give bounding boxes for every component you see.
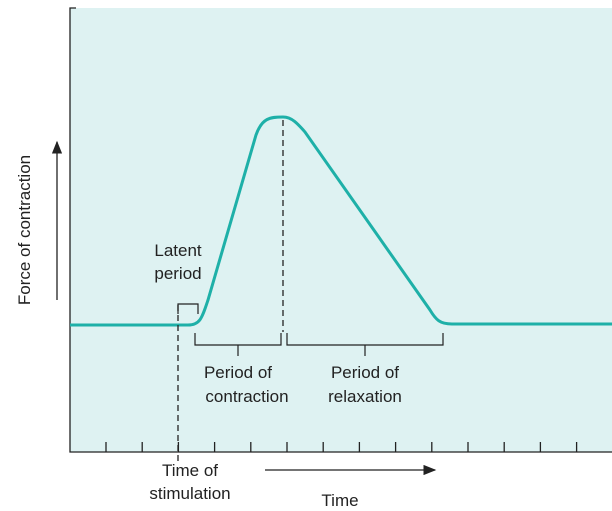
latent-label: Latent <box>154 241 202 260</box>
axes <box>69 7 612 453</box>
time-ticks <box>105 442 578 452</box>
contraction-label: contraction <box>205 387 288 406</box>
latent-label: period <box>154 264 201 283</box>
stimulation-label: Time of <box>162 461 218 480</box>
x-axis-label: Time <box>321 491 358 510</box>
relaxation-label: relaxation <box>328 387 402 406</box>
contraction-bracket <box>194 333 282 356</box>
twitch-curve <box>70 115 612 327</box>
stimulation-label: stimulation <box>149 484 230 503</box>
y-axis-label: Force of contraction <box>15 155 34 305</box>
contraction-label: Period of <box>204 363 272 382</box>
plot-area <box>70 8 612 452</box>
latent-bracket <box>177 303 199 314</box>
relaxation-bracket <box>286 333 444 356</box>
relaxation-label: Period of <box>331 363 399 382</box>
